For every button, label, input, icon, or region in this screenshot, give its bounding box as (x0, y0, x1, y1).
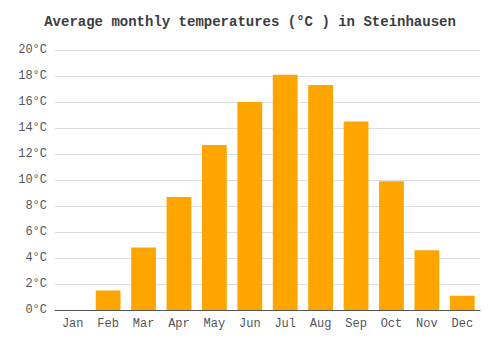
svg-text:Nov: Nov (416, 317, 438, 331)
svg-text:20°C: 20°C (18, 43, 47, 57)
svg-text:4°C: 4°C (25, 251, 47, 265)
svg-text:Feb: Feb (97, 317, 119, 331)
svg-text:Jun: Jun (239, 317, 261, 331)
svg-text:0°C: 0°C (25, 303, 47, 317)
svg-text:Jul: Jul (274, 317, 296, 331)
svg-text:Dec: Dec (451, 317, 473, 331)
svg-text:16°C: 16°C (18, 95, 47, 109)
svg-text:18°C: 18°C (18, 69, 47, 83)
svg-text:Average monthly temperatures (: Average monthly temperatures (°C ) in St… (44, 14, 456, 30)
svg-text:14°C: 14°C (18, 121, 47, 135)
svg-text:Mar: Mar (133, 317, 155, 331)
svg-text:12°C: 12°C (18, 147, 47, 161)
svg-text:10°C: 10°C (18, 173, 47, 187)
svg-text:May: May (204, 317, 226, 331)
svg-text:6°C: 6°C (25, 225, 47, 239)
svg-text:2°C: 2°C (25, 277, 47, 291)
svg-text:Sep: Sep (345, 317, 367, 331)
svg-text:Aug: Aug (310, 317, 332, 331)
svg-text:Apr: Apr (168, 317, 190, 331)
svg-text:8°C: 8°C (25, 199, 47, 213)
svg-text:Jan: Jan (62, 317, 84, 331)
svg-text:Oct: Oct (381, 317, 403, 331)
